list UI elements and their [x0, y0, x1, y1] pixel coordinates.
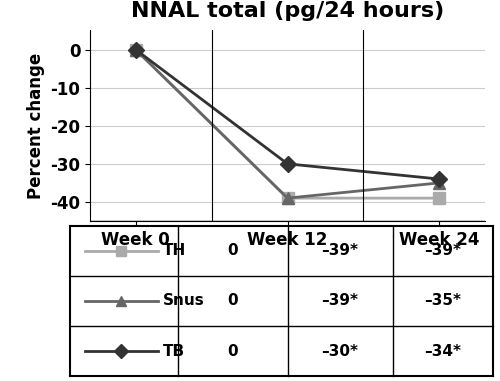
Text: 0: 0: [227, 293, 238, 309]
Text: TB: TB: [162, 344, 184, 359]
Snus: [132, 47, 138, 52]
Text: –35*: –35*: [424, 293, 461, 309]
Snus: [284, 196, 290, 200]
Line: TB: TB: [130, 44, 445, 185]
Text: –39*: –39*: [424, 243, 461, 258]
Text: 0: 0: [227, 344, 238, 359]
Text: –39*: –39*: [322, 293, 358, 309]
TH: [132, 47, 138, 52]
Line: TH: TH: [130, 44, 445, 204]
Text: Snus: Snus: [162, 293, 204, 309]
TH: [436, 196, 442, 200]
Text: TH: TH: [162, 243, 186, 258]
Text: –30*: –30*: [322, 344, 358, 359]
Line: Snus: Snus: [130, 44, 445, 204]
Text: 0: 0: [227, 243, 238, 258]
Text: –34*: –34*: [424, 344, 461, 359]
Text: –39*: –39*: [322, 243, 358, 258]
Title: NNAL total (pg/24 hours): NNAL total (pg/24 hours): [131, 1, 444, 21]
TB: [132, 47, 138, 52]
TB: [436, 177, 442, 181]
Y-axis label: Percent change: Percent change: [26, 53, 44, 199]
Snus: [436, 181, 442, 185]
TH: [284, 196, 290, 200]
TB: [284, 162, 290, 166]
